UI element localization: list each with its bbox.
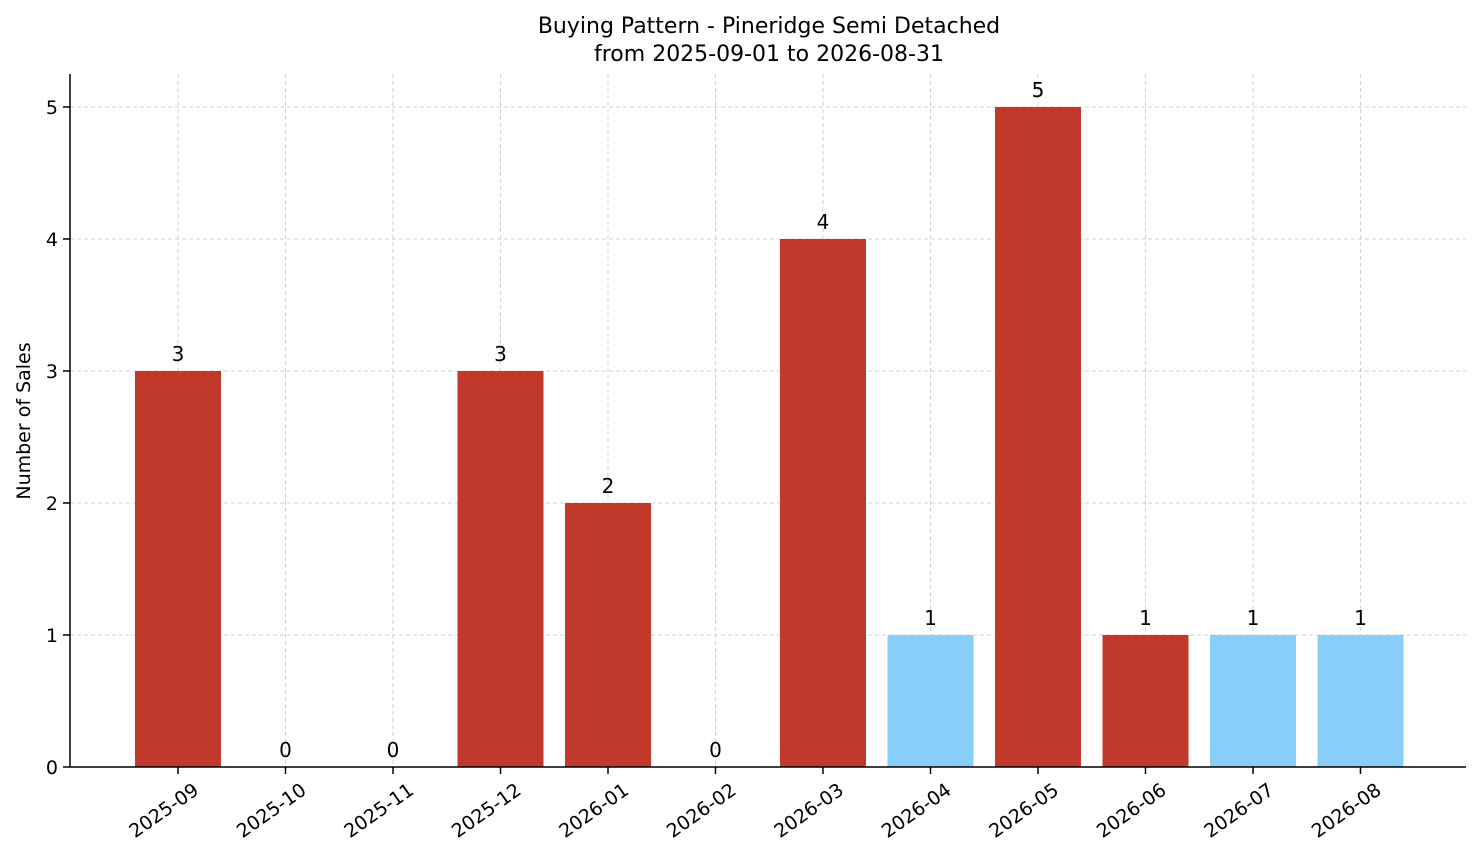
bar (135, 371, 221, 767)
chart-title-line2: from 2025-09-01 to 2026-08-31 (594, 42, 944, 67)
bar-value-label: 4 (817, 210, 830, 234)
x-tick-label: 2025-09 (125, 779, 203, 843)
bar-value-label: 3 (494, 342, 507, 366)
y-tick-label: 5 (46, 97, 58, 119)
x-tick-label: 2025-12 (448, 779, 526, 843)
bar-value-label: 1 (1247, 606, 1260, 630)
bar (995, 107, 1081, 767)
y-tick-label: 3 (46, 361, 58, 383)
y-axis-label: Number of Sales (13, 342, 35, 499)
bar-value-label: 3 (172, 342, 185, 366)
y-tick-label: 1 (46, 625, 58, 647)
bar (780, 239, 866, 767)
chart-title-line1: Buying Pattern - Pineridge Semi Detached (538, 14, 1000, 39)
bar-value-label: 1 (924, 606, 937, 630)
bar-value-label: 1 (1139, 606, 1152, 630)
x-tick-label: 2026-03 (770, 779, 848, 843)
bar (887, 635, 974, 767)
bar (1102, 635, 1189, 767)
bar (457, 371, 544, 767)
y-tick-label: 2 (46, 493, 58, 515)
x-tick-label: 2025-11 (340, 779, 418, 843)
bar-value-label: 0 (279, 738, 292, 762)
x-tick-label: 2026-06 (1093, 779, 1171, 843)
bar-value-label: 5 (1032, 78, 1045, 102)
x-tick-label: 2026-04 (878, 779, 956, 843)
x-tick-label: 2026-07 (1200, 779, 1278, 843)
x-tick-label: 2026-08 (1308, 779, 1386, 843)
bar (565, 503, 651, 767)
bar-value-label: 2 (602, 474, 615, 498)
bar-value-label: 0 (387, 738, 400, 762)
x-tick-label: 2025-10 (233, 779, 311, 843)
x-tick-label: 2026-05 (985, 779, 1063, 843)
y-tick-label: 0 (46, 757, 58, 779)
bar (1317, 635, 1404, 767)
bars: 3 0 0 3 2 0 4 1 5 1 1 1 (135, 78, 1404, 767)
y-tick-label: 4 (46, 229, 58, 251)
bar-value-label: 1 (1354, 606, 1367, 630)
bar (1210, 635, 1296, 767)
bar-value-label: 0 (709, 738, 722, 762)
x-tick-label: 2026-01 (555, 779, 633, 843)
x-tick-label: 2026-02 (663, 779, 741, 843)
